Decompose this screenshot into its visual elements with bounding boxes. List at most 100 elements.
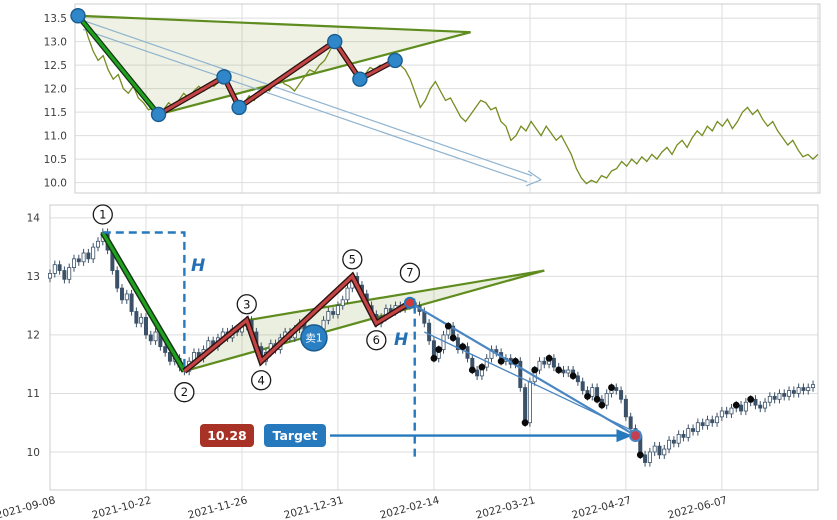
- projection-arrow-line: [82, 28, 528, 183]
- candle: [81, 248, 86, 266]
- candle-body: [763, 401, 768, 409]
- candle: [667, 436, 672, 454]
- wedge-fill: [78, 15, 471, 115]
- candle-body: [518, 360, 523, 388]
- candle-body: [427, 322, 432, 342]
- y-axis-label: 10.5: [44, 154, 67, 166]
- wave-number-label: 7: [399, 262, 421, 283]
- candle-body: [115, 270, 120, 289]
- candle: [52, 260, 57, 278]
- candle: [811, 380, 816, 392]
- candle: [119, 284, 124, 304]
- y-axis-label: 11.5: [44, 107, 67, 119]
- candle: [340, 295, 345, 310]
- pivot-dot: [70, 8, 86, 24]
- wave-number-circle: [236, 294, 257, 315]
- wave-number-text: 1: [99, 208, 106, 222]
- y-axis-label: 14: [27, 213, 41, 225]
- candle-body: [801, 387, 806, 391]
- candle-body: [523, 387, 528, 424]
- candle: [91, 243, 96, 263]
- y-axis-label: 13: [27, 271, 40, 283]
- candle-body: [575, 375, 580, 383]
- candle: [48, 269, 53, 283]
- y-axis-label: 13.0: [44, 36, 67, 48]
- candle: [76, 254, 81, 266]
- decline-line: [424, 331, 636, 433]
- price-target-value-badge: 10.28: [200, 424, 254, 447]
- candle: [739, 401, 744, 416]
- impulse-line: [76, 14, 160, 116]
- candle: [691, 424, 696, 436]
- signal-dot: [497, 357, 505, 365]
- candle-body: [758, 404, 763, 409]
- candle-body: [791, 390, 796, 394]
- wave-number-label: 2: [174, 382, 195, 403]
- target-label-badge: Target: [264, 424, 326, 447]
- candle-body: [124, 293, 129, 301]
- signal-dot: [636, 451, 644, 459]
- wave-number-circle: [366, 330, 387, 351]
- wave-number-text: 4: [257, 373, 264, 387]
- candle-body: [527, 381, 532, 424]
- candle-body: [345, 287, 350, 301]
- candle: [787, 386, 792, 401]
- pivot-dot: [150, 106, 167, 123]
- candle: [767, 392, 772, 407]
- signal-dot: [512, 357, 519, 365]
- candle-body: [662, 448, 667, 456]
- candle-body: [643, 454, 648, 463]
- candle-body: [537, 360, 542, 371]
- wave-number-label: 3: [236, 294, 257, 315]
- candle-body: [743, 401, 748, 412]
- signal-dot: [747, 395, 755, 403]
- candle: [62, 266, 67, 284]
- candle: [335, 301, 340, 319]
- candle-body: [787, 390, 792, 397]
- candle: [67, 263, 72, 284]
- wave-number-circle: [251, 370, 272, 391]
- candle: [86, 248, 91, 263]
- signal-dot: [593, 395, 601, 403]
- wedge-fill: [184, 270, 545, 372]
- projection-arrow-line: [82, 19, 533, 177]
- height-label-1: H: [191, 256, 206, 276]
- y-axis-label: 12: [27, 330, 40, 342]
- candle-body: [729, 407, 734, 415]
- candle-body: [671, 439, 676, 444]
- wave-number-label: 4: [251, 370, 272, 391]
- pivot-dot: [327, 33, 343, 50]
- sell-signal-label: 卖1: [305, 333, 322, 345]
- candle: [662, 444, 667, 459]
- candle: [489, 345, 494, 363]
- pivot-dot: [387, 52, 403, 69]
- candle-body: [455, 337, 460, 350]
- candle: [561, 365, 566, 378]
- x-axis-label: 2022-03-21: [475, 494, 537, 520]
- candle: [580, 377, 585, 395]
- wave-number-text: 7: [406, 266, 413, 280]
- height-line-1: [102, 231, 186, 369]
- wave-number-text: 6: [373, 333, 380, 347]
- candle-body: [48, 273, 53, 279]
- plot-border: [74, 3, 821, 194]
- target-marker: [628, 429, 642, 443]
- candle-body: [700, 422, 705, 427]
- candle-body: [777, 393, 782, 400]
- zigzag-line: [183, 273, 411, 373]
- x-axis-label: 2022-06-07: [667, 494, 729, 520]
- candle: [782, 389, 787, 401]
- candle: [95, 237, 100, 252]
- candle: [139, 313, 144, 328]
- signal-dot: [468, 366, 476, 374]
- candle: [652, 442, 657, 457]
- x-axis-label: 2021-10-22: [91, 494, 153, 520]
- candle-body: [139, 316, 144, 324]
- candle: [753, 395, 758, 410]
- candle: [758, 401, 763, 413]
- candle-body: [91, 246, 96, 260]
- y-axis-label: 13.5: [44, 13, 67, 25]
- candle: [71, 254, 76, 272]
- candle: [791, 386, 796, 398]
